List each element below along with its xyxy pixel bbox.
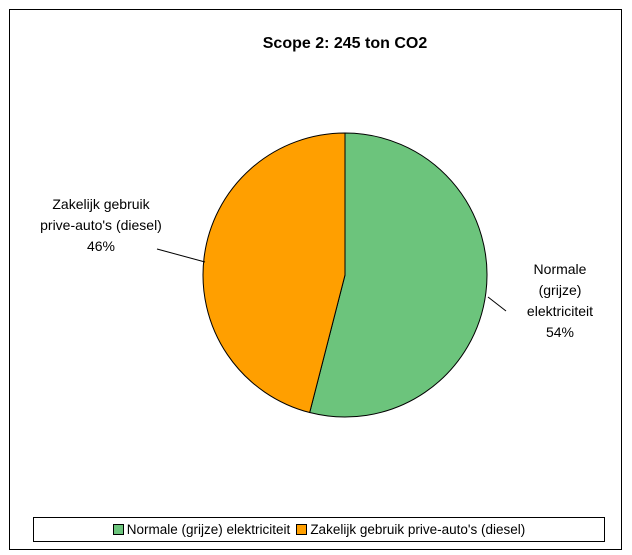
label-value: 54% — [545, 324, 575, 340]
legend: Normale (grijze) elektriciteit Zakelijk g… — [33, 517, 605, 542]
legend-label: Zakelijk gebruik prive-auto's (diesel) — [310, 522, 526, 537]
legend-item: Normale (grijze) elektriciteit — [112, 522, 291, 537]
legend-label: Normale (grijze) elektriciteit — [126, 522, 291, 537]
pie-slice — [309, 132, 488, 418]
label-category: Normale (grijze) elektriciteit — [526, 261, 594, 319]
chart-title: Scope 2: 245 ton CO2 — [263, 35, 428, 52]
legend-swatch — [296, 524, 308, 535]
pie-slice — [202, 132, 346, 414]
data-label: Zakelijk gebruik prive-auto's (diesel) 4… — [40, 194, 162, 257]
legend-swatch — [112, 524, 124, 535]
label-category: Zakelijk gebruik prive-auto's (diesel) — [40, 196, 162, 233]
leader-line — [156, 248, 206, 263]
legend-item: Zakelijk gebruik prive-auto's (diesel) — [296, 522, 525, 537]
label-value: 46% — [86, 238, 116, 254]
data-label: Normale (grijze) elektriciteit 54% — [490, 259, 630, 343]
leader-line — [487, 296, 507, 312]
